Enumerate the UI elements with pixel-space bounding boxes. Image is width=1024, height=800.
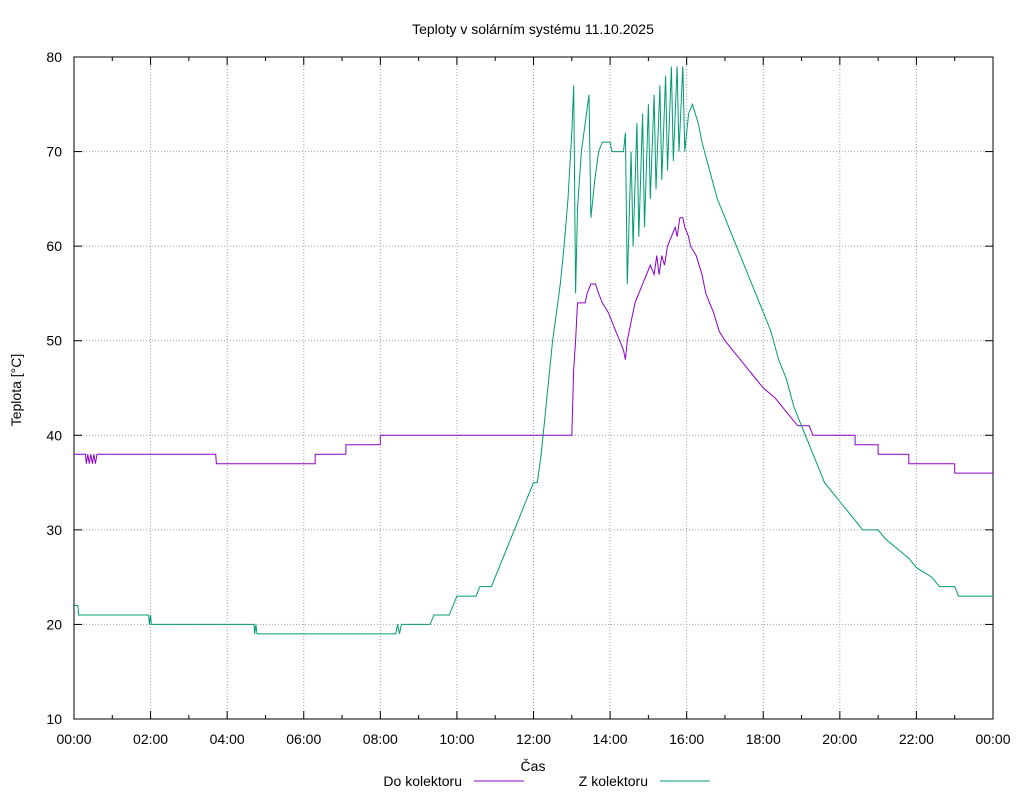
y-tick-label: 30 bbox=[46, 522, 62, 538]
y-tick-label: 40 bbox=[46, 427, 62, 443]
y-axis-label: Teplota [°C] bbox=[8, 354, 24, 427]
x-tick-label: 02:00 bbox=[133, 731, 168, 747]
y-tick-label: 60 bbox=[46, 238, 62, 254]
y-tick-label: 50 bbox=[46, 333, 62, 349]
x-tick-label: 06:00 bbox=[286, 731, 321, 747]
y-tick-labels: 10 20 30 40 50 60 70 80 bbox=[46, 49, 62, 727]
x-axis-label: Čas bbox=[521, 758, 546, 774]
y-tick-label: 80 bbox=[46, 49, 62, 65]
x-tick-label: 08:00 bbox=[363, 731, 398, 747]
x-tick-label: 00:00 bbox=[56, 731, 91, 747]
y-tick-label: 10 bbox=[46, 711, 62, 727]
chart-title: Teploty v solárním systému 11.10.2025 bbox=[412, 21, 654, 37]
x-tick-label: 12:00 bbox=[516, 731, 551, 747]
x-tick-label: 16:00 bbox=[669, 731, 704, 747]
x-tick-label: 22:00 bbox=[899, 731, 934, 747]
axis-ticks bbox=[73, 56, 994, 720]
series-line-z-kolektoru bbox=[74, 66, 993, 635]
x-tick-label: 10:00 bbox=[439, 731, 474, 747]
x-tick-labels: 00:00 02:00 04:00 06:00 08:00 10:00 12:00 14:00… bbox=[56, 731, 1010, 747]
series-lines bbox=[74, 66, 993, 635]
x-tick-label: 00:00 bbox=[975, 731, 1010, 747]
x-tick-label: 20:00 bbox=[822, 731, 857, 747]
x-tick-label: 18:00 bbox=[746, 731, 781, 747]
y-tick-label: 70 bbox=[46, 144, 62, 160]
legend-label-z-kolektoru: Z kolektoru bbox=[579, 773, 648, 789]
x-tick-label: 04:00 bbox=[210, 731, 245, 747]
x-tick-label: 14:00 bbox=[593, 731, 628, 747]
y-tick-label: 20 bbox=[46, 616, 62, 632]
legend-label-do-kolektoru: Do kolektoru bbox=[383, 773, 462, 789]
series-line-do-kolektoru bbox=[74, 217, 993, 474]
legend: Do kolektoru Z kolektoru bbox=[383, 773, 710, 789]
